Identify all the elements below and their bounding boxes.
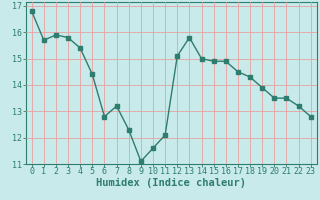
X-axis label: Humidex (Indice chaleur): Humidex (Indice chaleur) xyxy=(96,178,246,188)
